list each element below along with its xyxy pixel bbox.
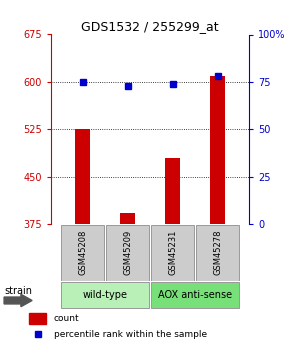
Bar [151, 282, 239, 308]
Bar [61, 282, 149, 308]
Bar [120, 213, 135, 224]
Bar [106, 225, 149, 280]
Text: wild-type: wild-type [82, 290, 128, 300]
Text: GSM45278: GSM45278 [213, 230, 222, 275]
Text: count: count [54, 314, 79, 323]
Title: GDS1532 / 255299_at: GDS1532 / 255299_at [81, 20, 219, 33]
Bar [61, 225, 104, 280]
Bar [75, 129, 90, 224]
Text: GSM45209: GSM45209 [123, 230, 132, 275]
Text: GSM45208: GSM45208 [78, 230, 87, 275]
Bar [196, 225, 239, 280]
Bar [165, 158, 180, 224]
Bar [29, 313, 46, 324]
Text: GSM45231: GSM45231 [168, 230, 177, 275]
Text: AOX anti-sense: AOX anti-sense [158, 290, 232, 300]
Text: strain: strain [4, 286, 32, 296]
Text: percentile rank within the sample: percentile rank within the sample [54, 330, 207, 339]
FancyArrow shape [4, 294, 32, 307]
Bar [151, 225, 194, 280]
Bar [210, 76, 225, 224]
